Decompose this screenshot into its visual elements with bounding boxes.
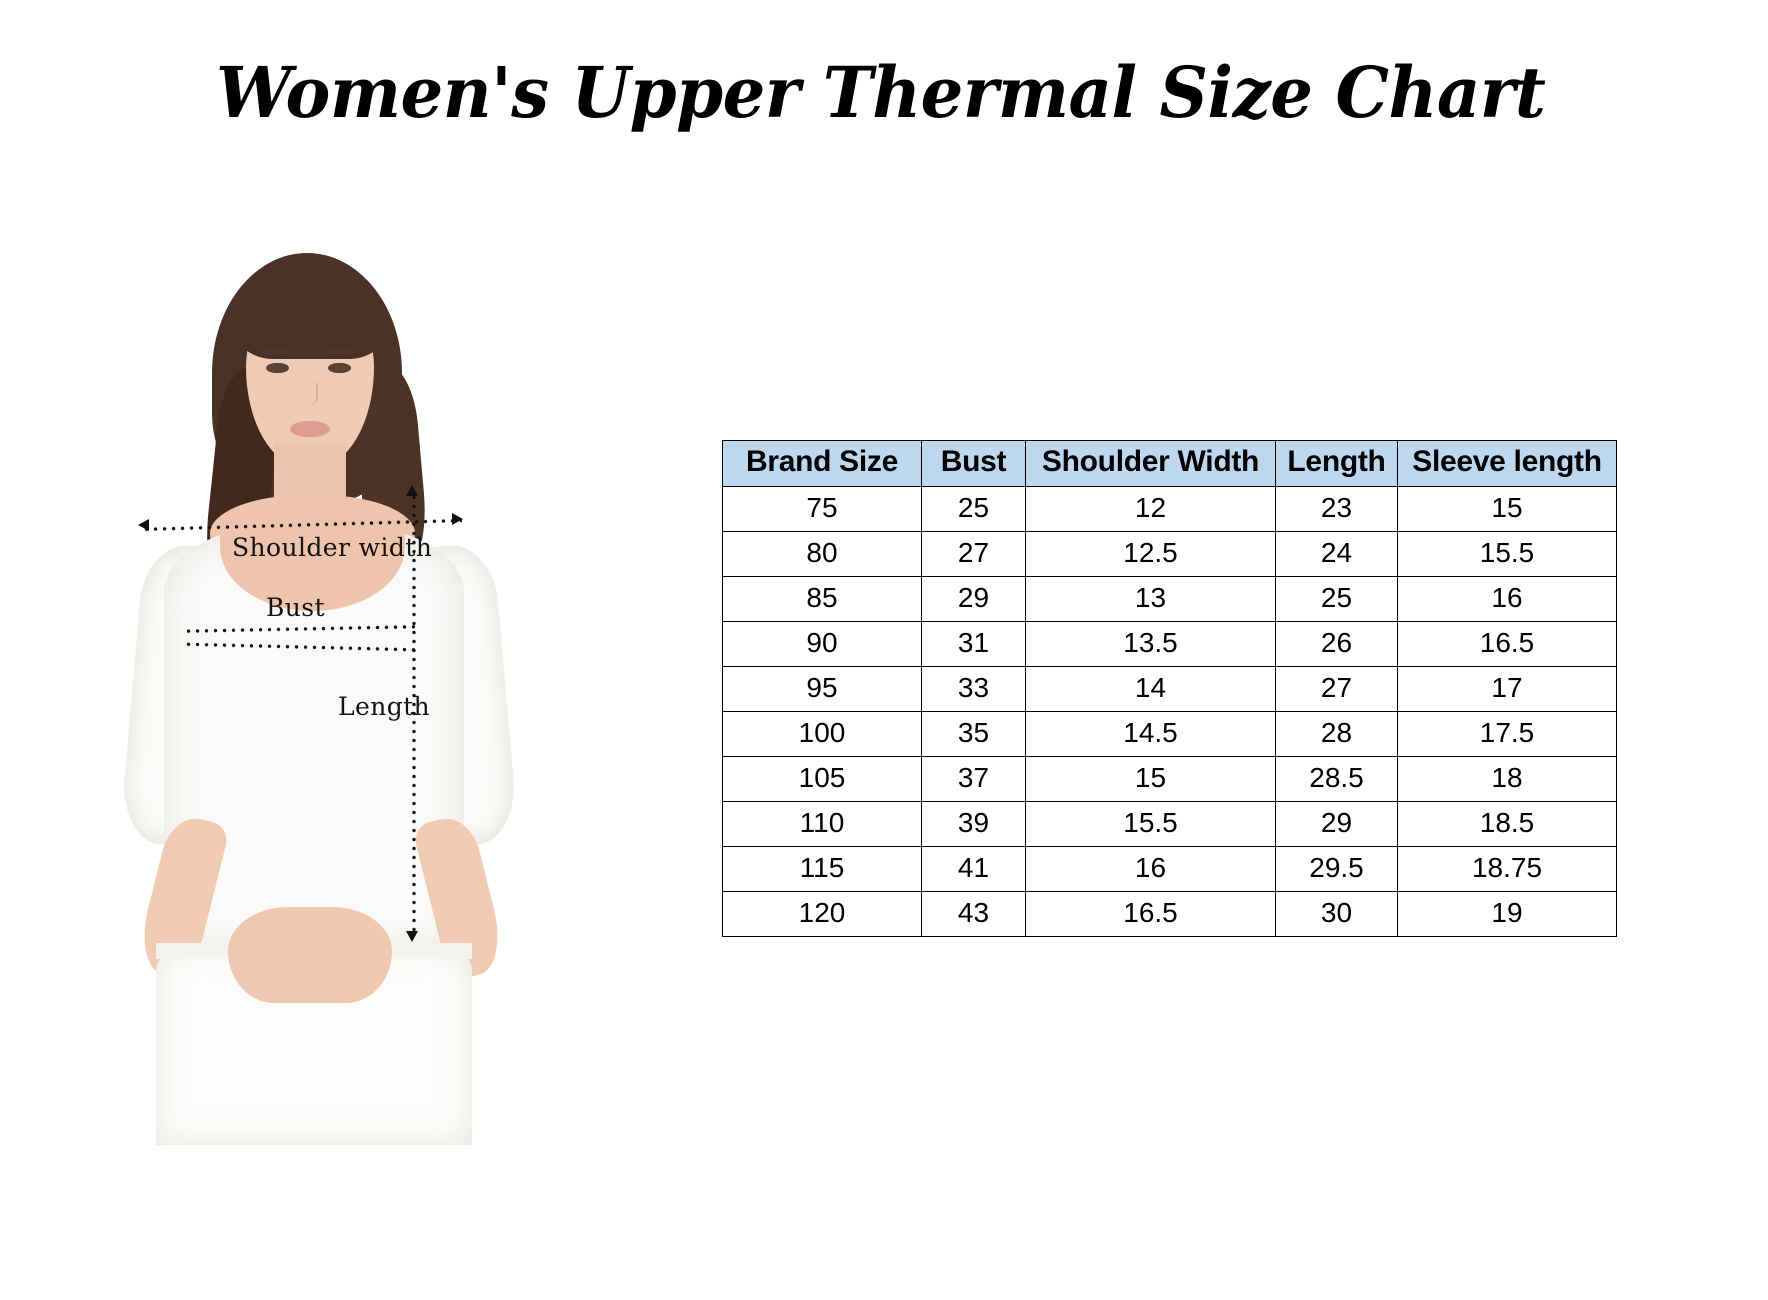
cell-shoulder-width: 15 [1025, 756, 1276, 802]
cell-sleeve-length: 16 [1397, 576, 1617, 622]
table-row: 95 33 14 27 17 [722, 666, 1617, 712]
cell-brand-size: 80 [722, 531, 922, 577]
column-header-brand-size: Brand Size [722, 440, 922, 487]
cell-shoulder-width: 12 [1025, 486, 1276, 532]
length-guide-line [412, 493, 416, 933]
cell-bust: 35 [921, 711, 1026, 757]
column-header-length: Length [1275, 440, 1398, 487]
cell-length: 23 [1275, 486, 1398, 532]
cell-length: 29.5 [1275, 846, 1398, 892]
page-title: Women's Upper Thermal Size Chart [216, 51, 1546, 134]
column-header-bust: Bust [921, 440, 1026, 487]
eye-right [328, 363, 351, 373]
cell-brand-size: 85 [722, 576, 922, 622]
cell-sleeve-length: 15 [1397, 486, 1617, 532]
table-row: 75 25 12 23 15 [722, 486, 1617, 532]
cell-sleeve-length: 17 [1397, 666, 1617, 712]
arrow-left-icon [138, 519, 149, 531]
cell-brand-size: 105 [722, 756, 922, 802]
cell-shoulder-width: 14.5 [1025, 711, 1276, 757]
cell-bust: 39 [921, 801, 1026, 847]
model-figure-panel: Shoulder width Bust Length [60, 245, 580, 1145]
cell-bust: 41 [921, 846, 1026, 892]
size-chart-table-container: Brand Size Bust Shoulder Width Length Sl… [722, 440, 1617, 937]
cell-sleeve-length: 19 [1397, 891, 1617, 937]
table-row: 100 35 14.5 28 17.5 [722, 711, 1617, 757]
cell-brand-size: 110 [722, 801, 922, 847]
table-row: 85 29 13 25 16 [722, 576, 1617, 622]
cell-brand-size: 95 [722, 666, 922, 712]
model-illustration [60, 245, 580, 1145]
cell-shoulder-width: 15.5 [1025, 801, 1276, 847]
cell-length: 28 [1275, 711, 1398, 757]
cell-length: 28.5 [1275, 756, 1398, 802]
cell-shoulder-width: 16 [1025, 846, 1276, 892]
table-row: 90 31 13.5 26 16.5 [722, 621, 1617, 667]
table-header-row: Brand Size Bust Shoulder Width Length Sl… [722, 440, 1617, 487]
cell-bust: 37 [921, 756, 1026, 802]
cell-bust: 33 [921, 666, 1026, 712]
eyebrow-left [262, 349, 292, 354]
cell-sleeve-length: 18.75 [1397, 846, 1617, 892]
cell-brand-size: 90 [722, 621, 922, 667]
table-row: 110 39 15.5 29 18.5 [722, 801, 1617, 847]
hair-front [236, 271, 386, 359]
cell-sleeve-length: 18.5 [1397, 801, 1617, 847]
cell-brand-size: 75 [722, 486, 922, 532]
cell-length: 25 [1275, 576, 1398, 622]
nose [302, 383, 318, 405]
cell-bust: 31 [921, 621, 1026, 667]
table-row: 115 41 16 29.5 18.75 [722, 846, 1617, 892]
label-bust: Bust [266, 593, 325, 622]
model-photo: Shoulder width Bust Length [60, 245, 580, 1145]
size-chart-table: Brand Size Bust Shoulder Width Length Sl… [722, 440, 1617, 937]
cell-bust: 25 [921, 486, 1026, 532]
cell-bust: 27 [921, 531, 1026, 577]
table-row: 120 43 16.5 30 19 [722, 891, 1617, 937]
label-length: Length [338, 692, 431, 721]
cell-length: 27 [1275, 666, 1398, 712]
cell-length: 24 [1275, 531, 1398, 577]
cell-shoulder-width: 13.5 [1025, 621, 1276, 667]
cell-brand-size: 120 [722, 891, 922, 937]
cell-shoulder-width: 13 [1025, 576, 1276, 622]
eye-left [266, 363, 289, 373]
cell-sleeve-length: 15.5 [1397, 531, 1617, 577]
cell-length: 30 [1275, 891, 1398, 937]
cell-length: 29 [1275, 801, 1398, 847]
table-header: Brand Size Bust Shoulder Width Length Sl… [722, 440, 1617, 487]
cell-shoulder-width: 16.5 [1025, 891, 1276, 937]
cell-sleeve-length: 18 [1397, 756, 1617, 802]
cell-brand-size: 100 [722, 711, 922, 757]
label-shoulder-width: Shoulder width [232, 533, 433, 562]
cell-length: 26 [1275, 621, 1398, 667]
cell-shoulder-width: 14 [1025, 666, 1276, 712]
table-body: 75 25 12 23 15 80 27 12.5 24 15.5 85 29 13 25 16 90 31 13… [722, 486, 1617, 937]
table-row: 80 27 12.5 24 15.5 [722, 531, 1617, 577]
arrow-up-icon [406, 485, 418, 496]
table-row: 105 37 15 28.5 18 [722, 756, 1617, 802]
eyebrow-right [326, 349, 356, 354]
column-header-sleeve-length: Sleeve length [1397, 440, 1617, 487]
arrow-down-icon [406, 931, 418, 942]
cell-bust: 29 [921, 576, 1026, 622]
cell-brand-size: 115 [722, 846, 922, 892]
cell-shoulder-width: 12.5 [1025, 531, 1276, 577]
lips [290, 421, 330, 437]
cell-sleeve-length: 16.5 [1397, 621, 1617, 667]
cell-bust: 43 [921, 891, 1026, 937]
arrow-right-icon [452, 513, 463, 525]
column-header-shoulder-width: Shoulder Width [1025, 440, 1276, 487]
cell-sleeve-length: 17.5 [1397, 711, 1617, 757]
hands [228, 907, 392, 1003]
